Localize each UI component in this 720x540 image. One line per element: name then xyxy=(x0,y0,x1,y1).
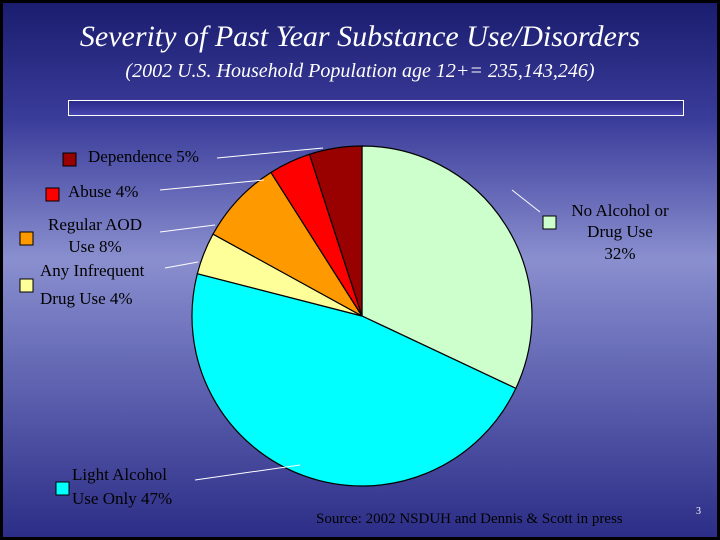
leader-line xyxy=(216,147,324,159)
slide-title: Severity of Past Year Substance Use/Diso… xyxy=(79,20,641,53)
slide-subtitle: (2002 U.S. Household Population age 12+=… xyxy=(125,60,595,82)
pie-slices xyxy=(191,145,533,487)
slice-labels: No Alcohol or Drug Use 32% Light Alcohol Use… xyxy=(40,147,669,508)
leader-line xyxy=(164,261,199,269)
legend-swatch xyxy=(19,231,34,246)
pie-slice-dependence xyxy=(308,145,363,317)
slice-label: Abuse 4% xyxy=(68,182,138,201)
legend-swatch xyxy=(62,152,77,167)
slice-label: Use Only 47% xyxy=(72,489,172,508)
page-number: 3 xyxy=(696,506,701,517)
leader-lines xyxy=(159,147,541,481)
pie-slice-no-alcohol-or-drug-use xyxy=(361,145,533,390)
legend-swatch xyxy=(45,187,60,202)
legend-swatch xyxy=(55,481,70,496)
leader-line xyxy=(159,224,216,233)
leader-line xyxy=(194,464,301,481)
slice-label: Light Alcohol xyxy=(72,465,167,484)
legend-swatches xyxy=(19,152,557,496)
title-rule xyxy=(68,100,684,116)
legend-swatch xyxy=(542,215,557,230)
leader-line xyxy=(511,189,541,213)
slice-label: Drug Use xyxy=(587,222,653,241)
slice-label: Drug Use 4% xyxy=(40,289,133,308)
slice-label: Any Infrequent xyxy=(40,261,145,280)
legend-swatch xyxy=(19,278,34,293)
pie-slice-light-alcohol-use-only xyxy=(191,272,517,487)
slice-label: 32% xyxy=(604,244,635,263)
slice-label: Regular AOD xyxy=(48,215,142,234)
slice-label: Dependence 5% xyxy=(88,147,199,166)
leader-line xyxy=(159,179,265,191)
slice-label: No Alcohol or xyxy=(571,201,669,220)
slice-label: Use 8% xyxy=(68,237,121,256)
source-note: Source: 2002 NSDUH and Dennis & Scott in… xyxy=(316,511,623,527)
